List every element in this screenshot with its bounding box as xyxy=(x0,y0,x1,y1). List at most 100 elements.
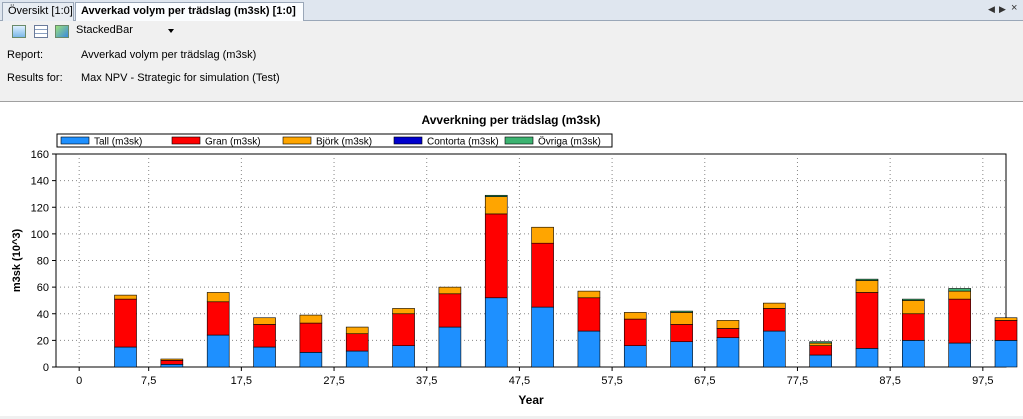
bar-segment xyxy=(623,318,647,346)
bar-segment xyxy=(762,302,786,309)
legend-label: Övriga (m3sk) xyxy=(538,136,601,148)
y-tick-label: 100 xyxy=(31,229,49,241)
bar-segment xyxy=(392,308,415,315)
bar-segment xyxy=(716,337,740,368)
legend-label: Contorta (m3sk) xyxy=(427,137,499,148)
y-tick-label: 60 xyxy=(37,282,49,294)
y-tick-label: 140 xyxy=(31,176,49,188)
tab-avverkad-volym[interactable]: Avverkad volym per trädslag (m3sk) [1:0] xyxy=(75,2,304,22)
results-for-label: Results for: xyxy=(7,72,63,84)
bar-segment xyxy=(902,300,925,315)
bar-segment xyxy=(948,298,971,344)
bar-segment xyxy=(299,314,323,324)
bar-segment xyxy=(114,346,137,368)
bar-segment xyxy=(253,317,276,325)
bar-segment xyxy=(855,280,879,293)
bar-segment xyxy=(994,320,1018,341)
bar-segment xyxy=(345,350,369,368)
bar-segment xyxy=(994,317,1018,321)
x-tick-label: 97,5 xyxy=(972,375,993,387)
y-tick-label: 120 xyxy=(31,202,49,214)
chart-icon[interactable] xyxy=(12,25,26,38)
bar-segment xyxy=(948,342,971,368)
bar-segment xyxy=(670,341,693,368)
bar-segment xyxy=(438,326,462,368)
bar-segment xyxy=(484,196,508,215)
legend-label: Gran (m3sk) xyxy=(205,137,261,148)
bar-segment xyxy=(809,345,832,356)
bar-segment xyxy=(577,290,601,299)
bar-segment xyxy=(345,326,369,335)
bar-segment xyxy=(809,354,832,368)
chart-export-icon[interactable] xyxy=(55,25,69,38)
tab-oversikt[interactable]: Översikt [1:0] xyxy=(2,2,74,21)
bar-segment xyxy=(253,324,276,348)
y-axis-label: m3sk (10^3) xyxy=(11,229,23,293)
bar-segment xyxy=(114,294,137,300)
bar-segment xyxy=(392,345,415,368)
bar-segment xyxy=(484,213,508,299)
y-tick-label: 0 xyxy=(43,362,49,374)
tab-scroll-left-icon[interactable]: ◀ xyxy=(988,4,995,14)
bar-segment xyxy=(531,242,554,308)
chart-title: Avverkning per trädslag (m3sk) xyxy=(422,113,601,127)
bar-segment xyxy=(809,341,832,344)
chart-type-select[interactable]: StackedBar xyxy=(76,24,133,36)
bar-segment xyxy=(762,330,786,368)
x-tick-label: 17,5 xyxy=(231,375,252,387)
x-tick-label: 37,5 xyxy=(416,375,437,387)
bar-segment xyxy=(438,286,462,295)
bar-segment xyxy=(206,334,230,368)
tab-scroll-right-icon[interactable]: ▶ xyxy=(999,4,1006,14)
bar-segment xyxy=(855,292,879,349)
x-tick-label: 77,5 xyxy=(787,375,808,387)
bar-segment xyxy=(994,340,1018,368)
legend-swatch xyxy=(60,136,90,145)
bar-segment xyxy=(670,310,693,313)
bar-segment xyxy=(160,360,184,365)
bar-segment xyxy=(855,278,879,281)
bar-segment xyxy=(716,328,740,339)
bar-segment xyxy=(392,313,415,347)
bar-segment xyxy=(114,298,137,348)
x-tick-label: 27,5 xyxy=(323,375,344,387)
table-icon[interactable] xyxy=(34,25,48,38)
report-label: Report: xyxy=(7,49,44,61)
x-axis-label: Year xyxy=(518,393,544,407)
bar-segment xyxy=(531,226,554,244)
bar-segment xyxy=(948,288,971,292)
bar-segment xyxy=(438,293,462,328)
legend-swatch xyxy=(282,136,312,145)
bar-segment xyxy=(902,298,925,301)
bar-segment xyxy=(577,330,601,368)
bar-segment xyxy=(670,324,693,343)
chevron-down-icon[interactable] xyxy=(168,29,174,33)
legend-swatch xyxy=(393,136,423,145)
bar-segment xyxy=(670,312,693,325)
y-tick-label: 20 xyxy=(37,335,49,347)
bar-segment xyxy=(902,313,925,341)
bar-segment xyxy=(206,301,230,336)
bar-segment xyxy=(206,292,230,303)
bar-segment xyxy=(299,352,323,368)
legend-label: Tall (m3sk) xyxy=(94,137,142,148)
close-icon[interactable]: × xyxy=(1011,2,1018,14)
bar-segment xyxy=(253,346,276,368)
x-tick-label: 7,5 xyxy=(141,375,156,387)
stacked-bar-chart: Avverkning per trädslag (m3sk) 0 20 40 60 80 1… xyxy=(11,113,1018,407)
bar-segment xyxy=(948,290,971,300)
x-tick-label: 67,5 xyxy=(694,375,715,387)
bar-segment xyxy=(623,312,647,320)
bar-segment xyxy=(623,345,647,368)
legend-swatch xyxy=(171,136,201,145)
x-tick-label: 87,5 xyxy=(879,375,900,387)
bar-segment xyxy=(484,297,508,368)
toolbar: StackedBar xyxy=(0,21,1023,43)
y-tick-label: 40 xyxy=(37,309,49,321)
bar-segment xyxy=(531,306,554,368)
bar-segment xyxy=(716,320,740,329)
bar-segment xyxy=(299,322,323,353)
x-tick-label: 57,5 xyxy=(601,375,622,387)
results-for-value: Max NPV - Strategic for simulation (Test… xyxy=(81,72,280,84)
bar-segment xyxy=(160,364,184,368)
